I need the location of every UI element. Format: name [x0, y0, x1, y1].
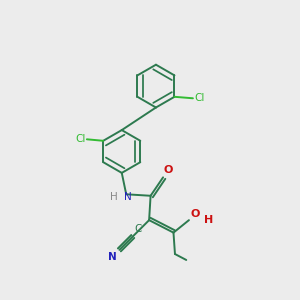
Text: Cl: Cl [194, 93, 205, 103]
Text: N: N [124, 192, 132, 202]
Text: H: H [204, 215, 214, 225]
Text: O: O [190, 209, 200, 219]
Text: H: H [110, 192, 118, 202]
Text: Cl: Cl [75, 134, 86, 144]
Text: O: O [164, 165, 173, 175]
Text: C: C [134, 224, 142, 233]
Text: N: N [108, 252, 117, 262]
